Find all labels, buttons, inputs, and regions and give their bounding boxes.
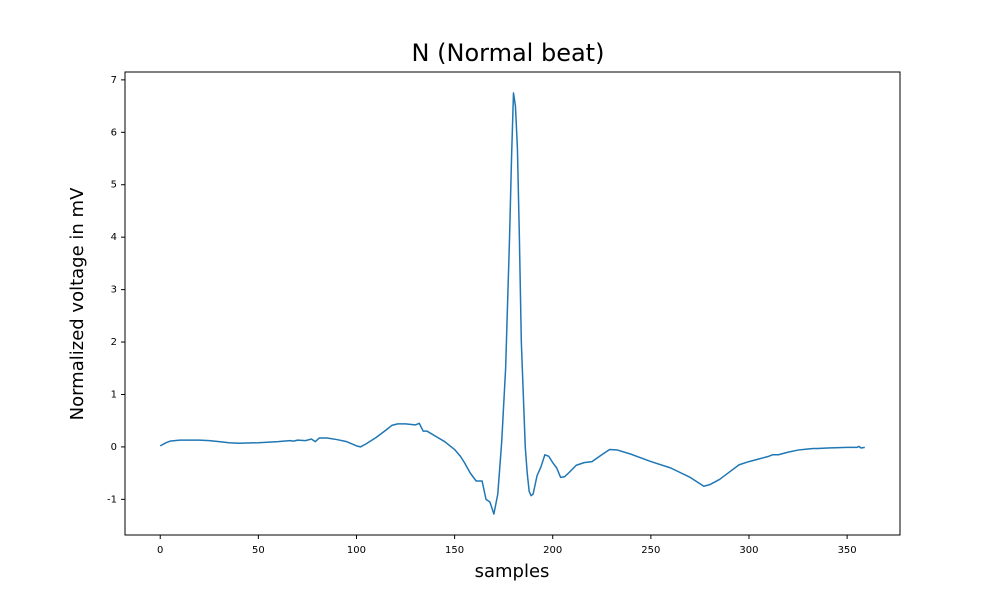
x-axis-label: samples bbox=[475, 561, 550, 582]
x-tick-label: 300 bbox=[739, 545, 758, 556]
line-series bbox=[159, 92, 865, 515]
x-tick-label: 150 bbox=[445, 545, 464, 556]
y-axis-label: Normalized voltage in mV bbox=[67, 187, 88, 420]
x-tick-label: 350 bbox=[838, 545, 857, 556]
plot-frame bbox=[124, 71, 901, 536]
x-tick-label: 250 bbox=[641, 545, 660, 556]
x-tick-label: 50 bbox=[252, 545, 265, 556]
y-tick-label: 2 bbox=[111, 337, 117, 348]
y-tick-label: 4 bbox=[111, 232, 117, 243]
y-tick-label: -1 bbox=[107, 494, 117, 505]
chart-title: N (Normal beat) bbox=[412, 39, 605, 67]
y-tick-label: 0 bbox=[111, 442, 117, 453]
y-tick-label: 6 bbox=[111, 127, 117, 138]
y-tick-label: 3 bbox=[111, 285, 117, 296]
y-tick-label: 1 bbox=[111, 389, 117, 400]
x-tick-label: 100 bbox=[347, 545, 366, 556]
x-tick-label: 200 bbox=[543, 545, 562, 556]
y-tick-label: 5 bbox=[111, 180, 117, 191]
y-tick-label: 7 bbox=[111, 75, 117, 86]
x-tick-label: 0 bbox=[157, 545, 163, 556]
